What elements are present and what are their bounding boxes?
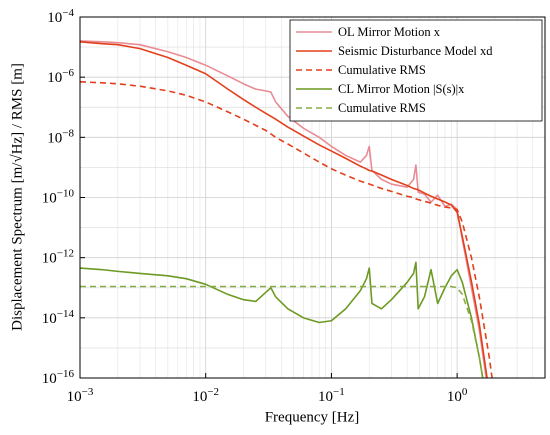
x-tick-label: 10−1 [318, 386, 345, 406]
x-tick-label: 10−2 [192, 386, 219, 406]
legend-label: Cumulative RMS [338, 101, 426, 115]
x-tick-label: 100 [447, 386, 468, 406]
y-tick-label: 10−10 [42, 187, 75, 207]
y-tick-label: 10−14 [42, 307, 75, 327]
legend: OL Mirror Motion x Seismic Disturbance Mo… [289, 19, 543, 122]
y-tick-label: 10−6 [47, 67, 74, 87]
legend-label: CL Mirror Motion |S(s)|x [338, 82, 465, 96]
series-line [80, 261, 484, 378]
plot-area [80, 40, 493, 378]
x-tick-label: 10−3 [67, 386, 94, 406]
series-line [80, 40, 488, 378]
y-tick-label: 10−16 [42, 368, 75, 388]
series-line [80, 40, 488, 378]
legend-label: OL Mirror Motion x [338, 25, 441, 39]
series-line [80, 285, 484, 378]
y-tick-label: 10−4 [47, 7, 74, 27]
y-tick-label: 10−12 [42, 247, 74, 267]
legend-label: Cumulative RMS [338, 63, 426, 77]
legend-label: Seismic Disturbance Model xd [338, 44, 493, 58]
y-axis-label: Displacement Spectrum [m/√Hz] / RMS [m] [9, 63, 25, 331]
series-line [80, 81, 493, 378]
plot-frame [79, 16, 546, 379]
x-axis-label: Frequency [Hz] [265, 409, 360, 425]
y-tick-label: 10−8 [47, 127, 74, 147]
